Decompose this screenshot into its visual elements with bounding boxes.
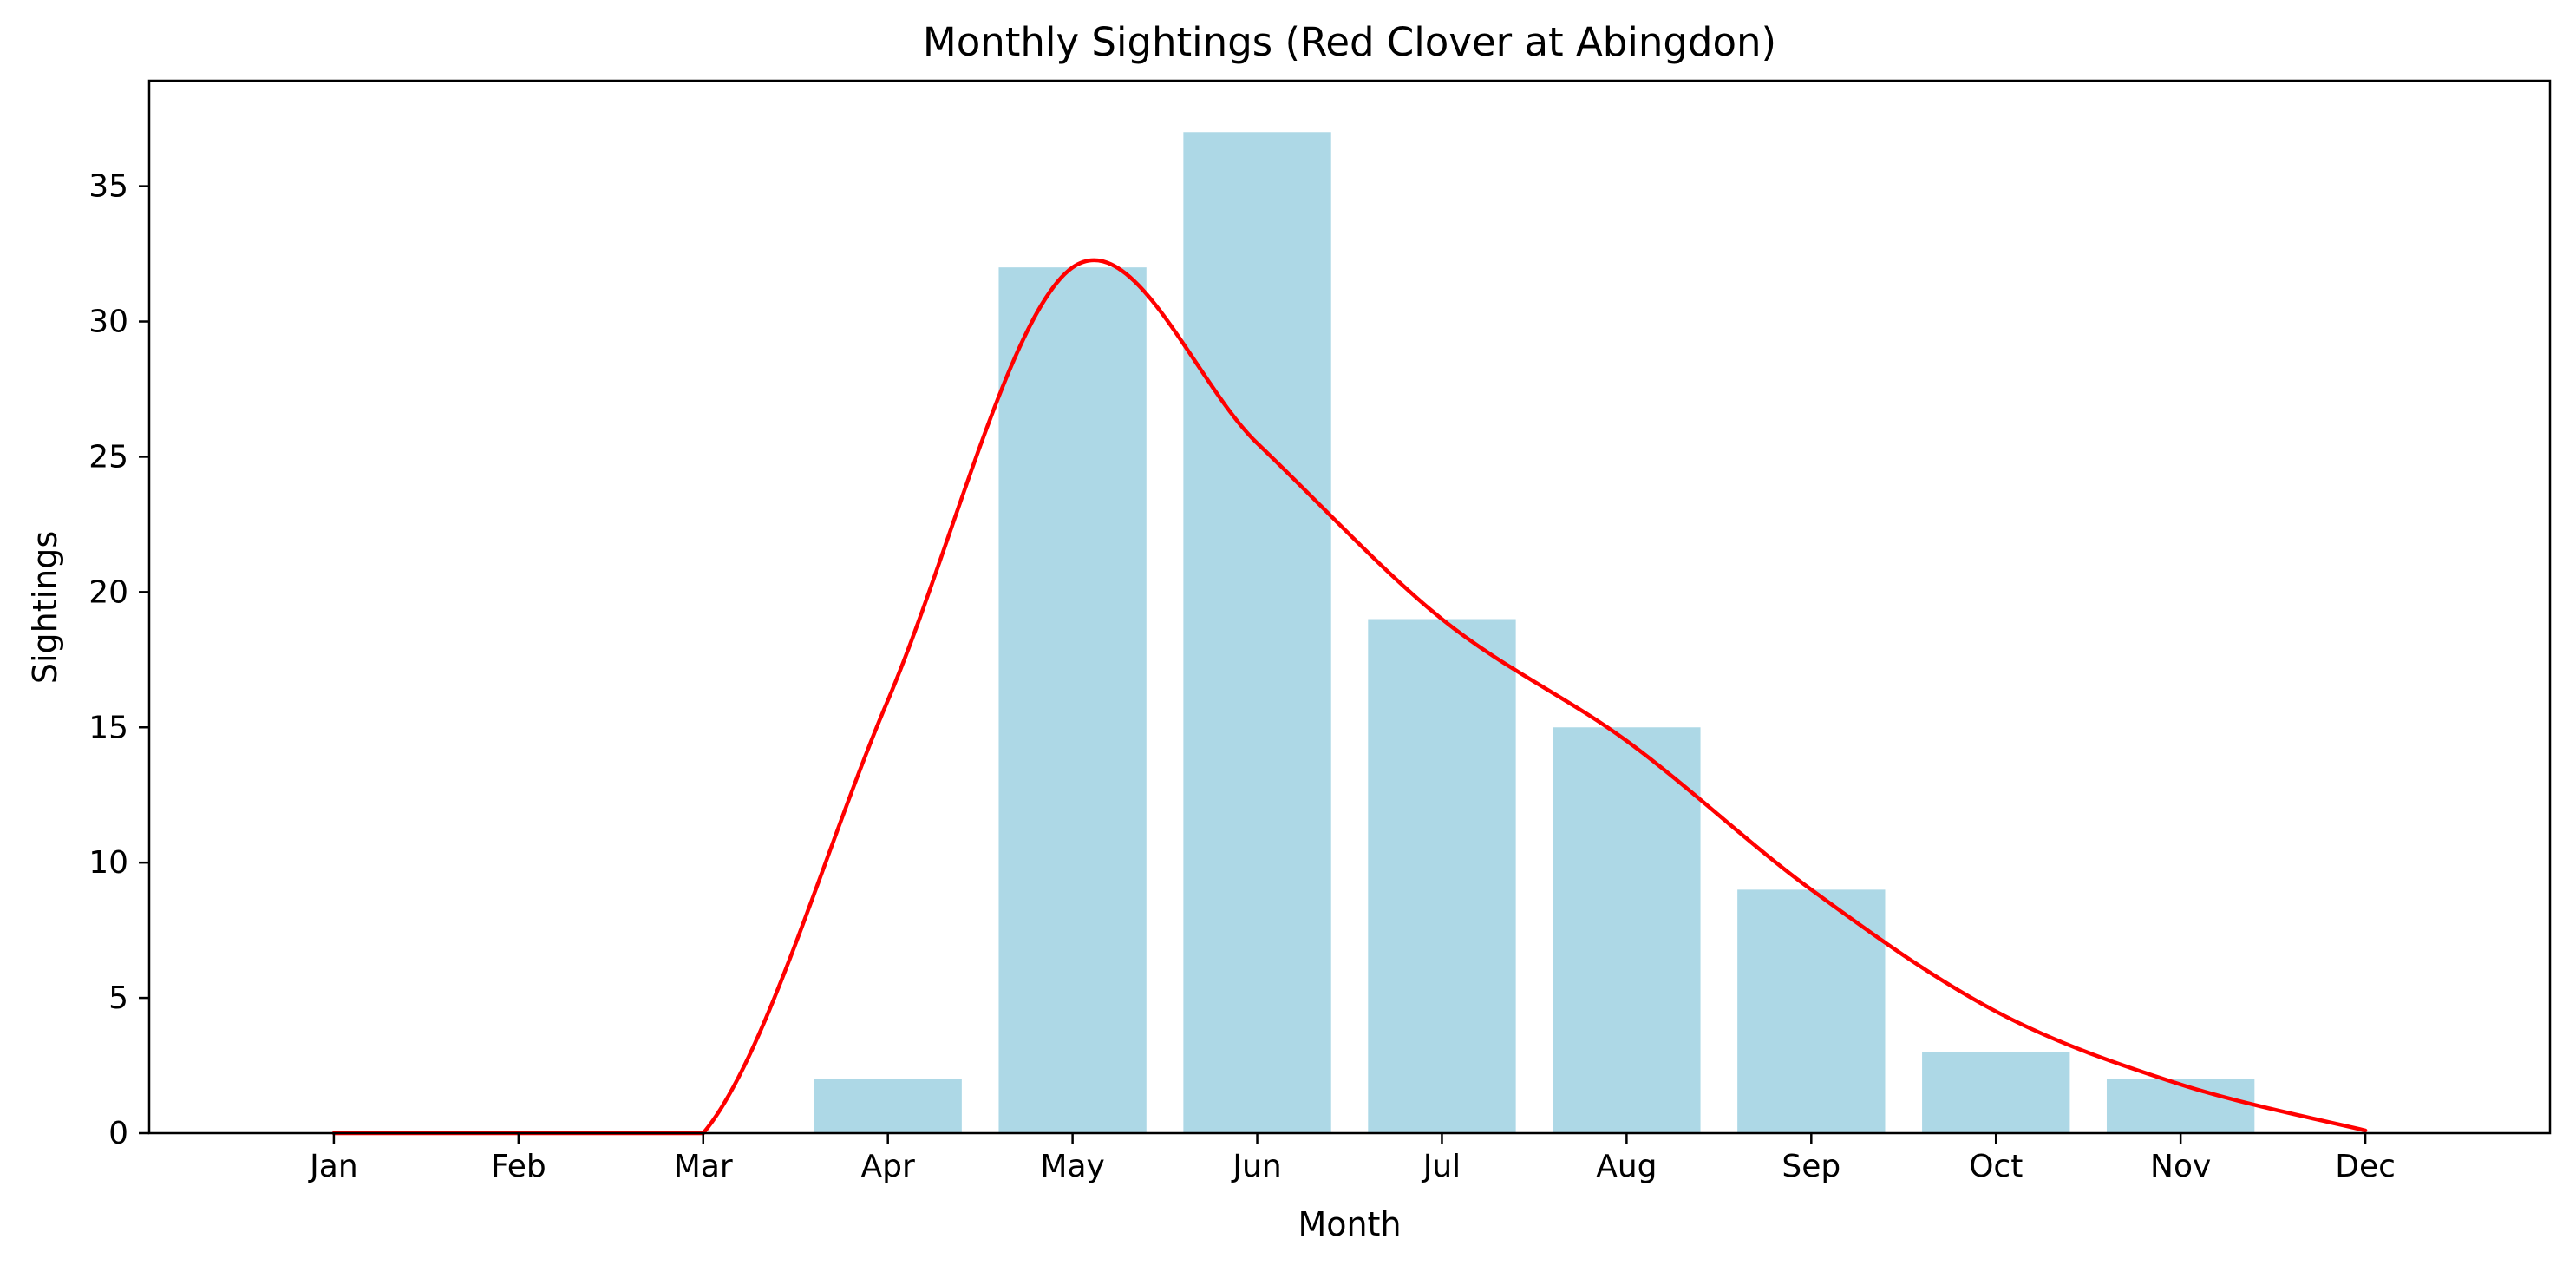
- bar-jul: [1368, 619, 1516, 1133]
- bar-jun: [1183, 132, 1331, 1133]
- bar-nov: [2106, 1079, 2255, 1133]
- trend-line-layer: [331, 258, 2368, 1136]
- bar-apr: [814, 1079, 962, 1133]
- x-tick-label: Apr: [861, 1149, 915, 1184]
- x-tick-label: Dec: [2335, 1149, 2396, 1184]
- y-tick-label: 35: [88, 169, 128, 205]
- bar-aug: [1553, 727, 1701, 1133]
- x-tick-label: May: [1040, 1149, 1104, 1184]
- y-axis-label: Sightings: [26, 531, 64, 684]
- y-tick-label: 20: [88, 574, 128, 610]
- trend-line: [331, 258, 2368, 1136]
- x-tick-label: Aug: [1596, 1149, 1657, 1184]
- chart-title: Monthly Sightings (Red Clover at Abingdo…: [923, 19, 1776, 65]
- x-axis-label: Month: [1298, 1205, 1401, 1243]
- y-tick-label: 25: [88, 439, 128, 475]
- y-tick-label: 15: [88, 710, 128, 745]
- x-tick-label: Feb: [491, 1149, 546, 1184]
- y-tick-label: 10: [88, 845, 128, 881]
- y-tick-label: 30: [88, 305, 128, 340]
- y-axis-ticks: 0 5 10 15 20 25 30 35: [88, 169, 149, 1151]
- bar-sep: [1737, 889, 1886, 1133]
- y-tick-label: 5: [108, 980, 128, 1016]
- bars-layer: [814, 132, 2255, 1133]
- y-tick-label: 0: [108, 1116, 128, 1151]
- x-tick-label: Jun: [1231, 1149, 1281, 1184]
- x-tick-label: Jul: [1422, 1149, 1461, 1184]
- x-tick-label: Oct: [1969, 1149, 2023, 1184]
- bar-oct: [1922, 1052, 2070, 1133]
- bar-may: [998, 267, 1147, 1133]
- x-tick-label: Nov: [2150, 1149, 2211, 1184]
- x-axis-ticks: Jan Feb Mar Apr May Jun Jul Aug Sep Oct Nov Dec: [308, 1133, 2396, 1184]
- x-tick-label: Sep: [1782, 1149, 1840, 1184]
- x-tick-label: Mar: [674, 1149, 733, 1184]
- x-tick-label: Jan: [308, 1149, 358, 1184]
- plot-frame: [147, 79, 2552, 1135]
